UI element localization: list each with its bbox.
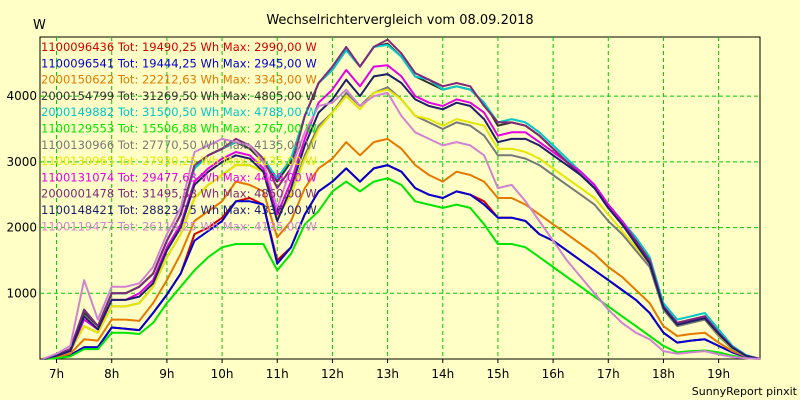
y-axis-label: W — [33, 18, 46, 33]
series-line-1100130965 — [42, 88, 761, 360]
y-tick-label: 2000 — [6, 221, 37, 235]
series-line-1100148421 — [42, 73, 761, 360]
x-tick-label: 18h — [652, 367, 675, 381]
series-lines — [42, 38, 761, 360]
legend-entry-2000154799: 2000154799 Tot: 31269,50 Wh Max: 4805,00… — [41, 89, 317, 103]
x-tick-label: 19h — [707, 367, 730, 381]
x-tick-label: 11h — [266, 367, 289, 381]
y-axis-ticks: 1000 2000 3000 4000 — [6, 89, 37, 300]
y-tick-label: 1000 — [6, 286, 37, 300]
series-line-2000150622 — [42, 137, 761, 360]
y-tick-label: 4000 — [6, 89, 37, 103]
series-line-1100096541 — [42, 164, 761, 360]
legend-entry-1100096436: 1100096436 Tot: 19490,25 Wh Max: 2990,00… — [41, 40, 317, 54]
x-tick-label: 15h — [486, 367, 509, 381]
legend-entry-2000150622: 2000150622 Tot: 22212,63 Wh Max: 3343,00… — [41, 73, 317, 87]
legend-entry-1100129553: 1100129553 Tot: 15506,88 Wh Max: 2767,00… — [41, 122, 317, 136]
x-tick-label: 14h — [431, 367, 454, 381]
legend-entry-1100096541: 1100096541 Tot: 19444,25 Wh Max: 2945,00… — [41, 56, 317, 70]
legend-entry-1100130965: 1100130965 Tot: 27930,25 Wh Max: 4135,00… — [41, 154, 317, 168]
series-line-1100129553 — [42, 177, 761, 360]
footer-credit: SunnyReport pinxit — [692, 385, 798, 398]
x-tick-label: 9h — [159, 367, 174, 381]
series-line-1100119477 — [42, 88, 761, 360]
series-line-2000001478 — [42, 38, 761, 360]
legend-entry-1100119477: 1100119477 Tot: 26116,25 Wh Max: 4135,00… — [41, 219, 317, 233]
legend-entry-1100148421: 1100148421 Tot: 28823,75 Wh Max: 4336,00… — [41, 203, 317, 217]
legend: 1100096436 Tot: 19490,25 Wh Max: 2990,00… — [41, 40, 317, 233]
x-axis-ticks: 7h 8h 9h 10h 11h 12h 13h 14h 15h 16h 17h 18h 19h — [49, 359, 730, 381]
y-tick-label: 3000 — [6, 155, 37, 169]
legend-entry-1100131074: 1100131074 Tot: 29477,63 Wh Max: 4469,00… — [41, 170, 317, 184]
x-tick-label: 8h — [104, 367, 119, 381]
chart-title: Wechselrichtervergleich vom 08.09.2018 — [266, 13, 533, 28]
legend-entry-1100130966: 1100130966 Tot: 27770,50 Wh Max: 4135,00… — [41, 138, 317, 152]
x-tick-label: 7h — [49, 367, 64, 381]
x-tick-label: 10h — [211, 367, 234, 381]
x-tick-label: 13h — [376, 367, 399, 381]
x-tick-label: 17h — [597, 367, 620, 381]
legend-entry-2000149882: 2000149882 Tot: 31500,50 Wh Max: 4788,00… — [41, 105, 317, 119]
legend-entry-2000001478: 2000001478 Tot: 31495,38 Wh Max: 4860,00… — [41, 187, 317, 201]
x-tick-label: 16h — [542, 367, 565, 381]
x-tick-label: 12h — [321, 367, 344, 381]
